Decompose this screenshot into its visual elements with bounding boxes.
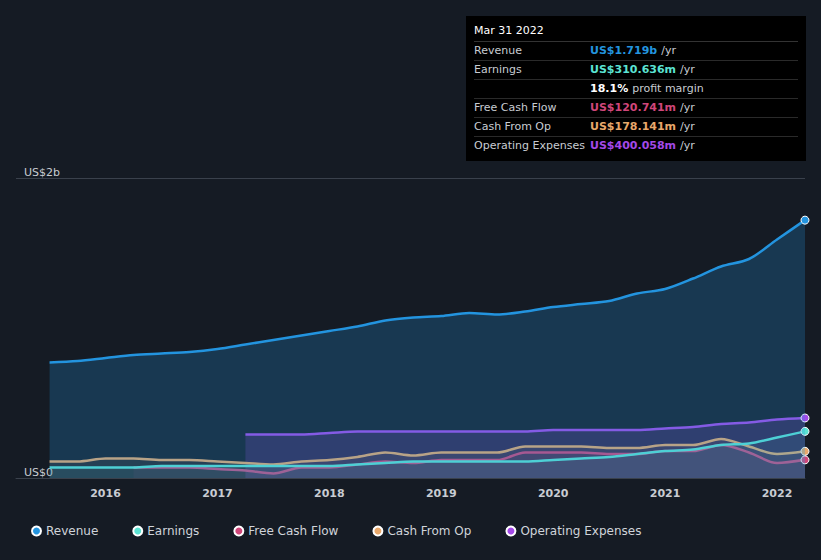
- html-text:Mar 31 2022: Mar 31 2022: [474, 24, 544, 37]
- html-text:Free Cash Flow: Free Cash Flow: [474, 101, 557, 114]
- html-text:18.1% profit margin: 18.1% profit margin: [590, 82, 704, 95]
- svg-text:US$2b: US$2b: [24, 166, 60, 179]
- html-text:US$310.636m /yr: US$310.636m /yr: [590, 63, 695, 76]
- svg-text:2019: 2019: [426, 487, 457, 500]
- svg-text:2017: 2017: [202, 487, 233, 500]
- html-text:Operating Expenses: Operating Expenses: [474, 139, 585, 152]
- svg-text:Earnings: Earnings: [147, 524, 199, 538]
- svg-text:US$0: US$0: [24, 466, 53, 479]
- html-text:Revenue: Revenue: [474, 44, 522, 57]
- svg-text:Free Cash Flow: Free Cash Flow: [248, 524, 338, 538]
- svg-text:2016: 2016: [90, 487, 121, 500]
- svg-text:2022: 2022: [762, 487, 793, 500]
- html-text:US$400.058m /yr: US$400.058m /yr: [590, 139, 695, 152]
- svg-text:Operating Expenses: Operating Expenses: [520, 524, 641, 538]
- svg-text:Cash From Op: Cash From Op: [387, 524, 471, 538]
- html-text:Earnings: Earnings: [474, 63, 522, 76]
- html-text:US$1.719b /yr: US$1.719b /yr: [590, 44, 676, 57]
- svg-text:2018: 2018: [314, 487, 345, 500]
- html-text:Cash From Op: Cash From Op: [474, 120, 551, 133]
- html-text:US$178.141m /yr: US$178.141m /yr: [590, 120, 695, 133]
- svg-text:2021: 2021: [650, 487, 681, 500]
- svg-text:2020: 2020: [538, 487, 569, 500]
- html-text:US$120.741m /yr: US$120.741m /yr: [590, 101, 695, 114]
- svg-text:Revenue: Revenue: [46, 524, 98, 538]
